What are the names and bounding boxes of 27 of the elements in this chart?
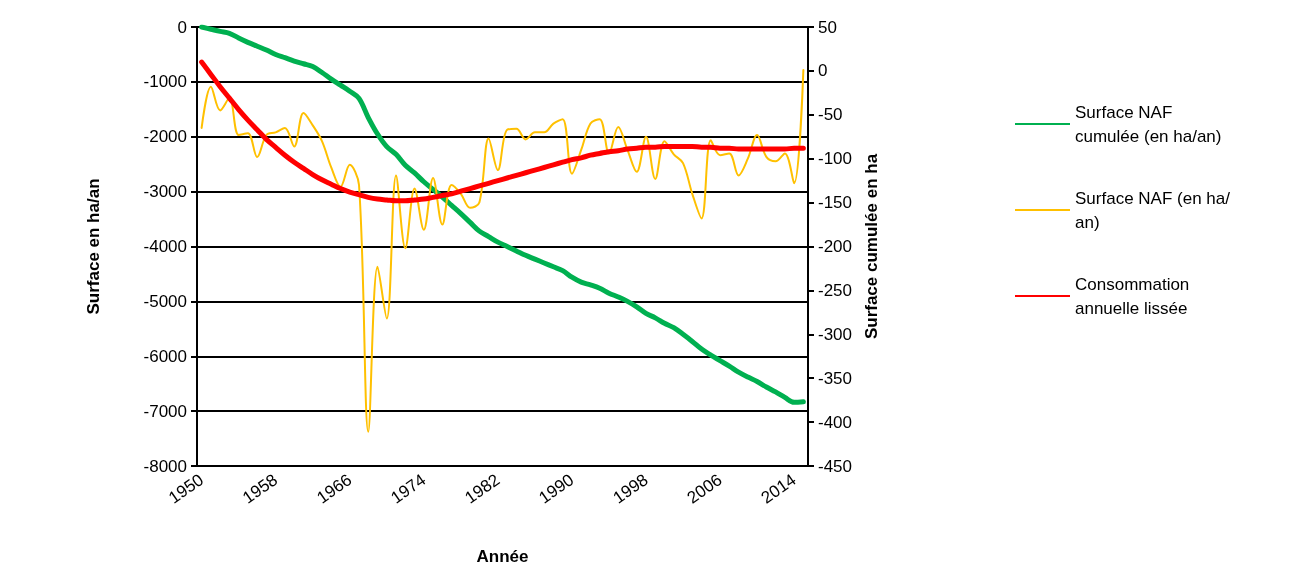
y-tick-label: -5000: [143, 291, 187, 311]
y-tick-label: -6000: [143, 346, 187, 366]
legend-label: Surface NAF cumulée (en ha/an): [1075, 102, 1222, 146]
y2-tick-label: -50: [818, 105, 843, 125]
y-tick-label: -1000: [143, 72, 187, 92]
y-tick-label: -3000: [143, 182, 187, 202]
y2-tick-label: -250: [818, 280, 853, 300]
legend-label: Consommation annuelle lissée: [1075, 274, 1195, 318]
y2-tick-label: -300: [818, 324, 853, 344]
y-tick-label: 0: [177, 17, 187, 37]
y2-tick-label: -350: [818, 368, 853, 388]
y-axis-title: Surface en ha/an: [84, 178, 103, 315]
y-tick-label: -8000: [143, 456, 187, 476]
line-series: [200, 69, 805, 433]
y-tick-label: -2000: [143, 127, 187, 147]
y2-axis-title: Surface cumulée en ha: [862, 153, 881, 340]
y2-tick-label: -150: [818, 193, 853, 213]
y-tick-label: -4000: [143, 237, 187, 256]
y2-tick-label: -200: [818, 237, 853, 256]
y2-tick-label: -400: [818, 412, 853, 432]
y2-tick-label: 0: [818, 61, 828, 81]
legend-label: Surface NAF (en ha/an): [1075, 188, 1231, 232]
x-axis-title: Année: [476, 547, 529, 566]
y2-tick-label: -450: [818, 456, 853, 476]
y-tick-label: -7000: [143, 401, 187, 421]
y2-tick-label: -100: [818, 149, 853, 169]
y2-tick-label: 50: [818, 17, 837, 37]
